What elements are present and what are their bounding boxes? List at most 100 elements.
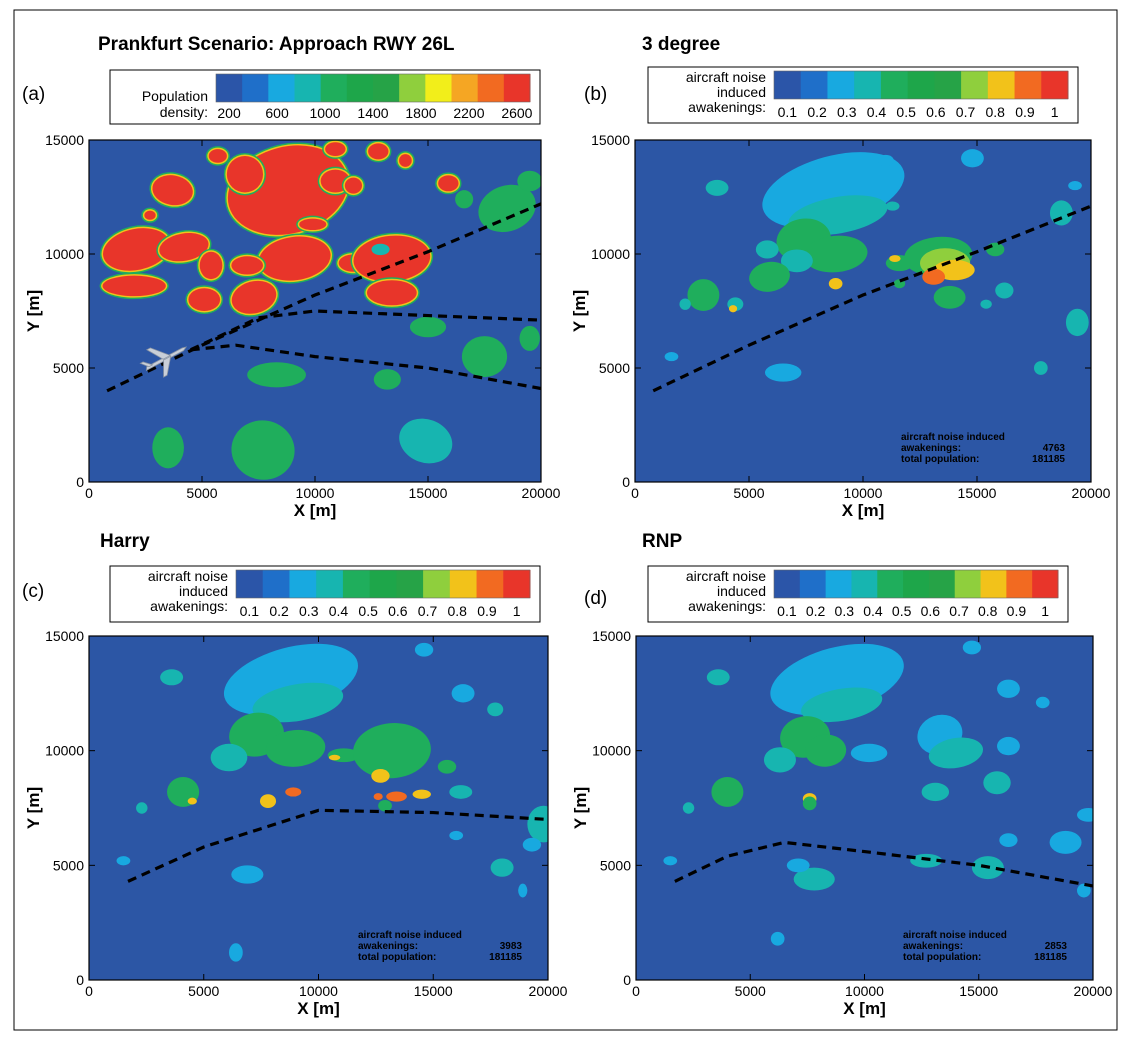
legend-swatch [373, 74, 400, 102]
legend-tick-label: 0.6 [926, 104, 946, 120]
contour-region [451, 684, 475, 703]
legend-swatch [242, 74, 269, 102]
legend-swatch [851, 570, 878, 598]
legend-tick-label: 1 [1041, 603, 1049, 619]
legend-swatch [907, 71, 935, 99]
legend-tick-label: 0.7 [418, 603, 438, 619]
legend-swatch [1014, 71, 1042, 99]
x-tick-label: 15000 [958, 485, 997, 501]
legend-swatch [799, 570, 827, 598]
legend-tick-label: 0.5 [892, 603, 912, 619]
contour-region [285, 787, 302, 797]
contour-region [805, 734, 847, 767]
panel-label: (d) [584, 588, 607, 609]
x-tick-label: 5000 [733, 485, 764, 501]
x-axis-label: X [m] [294, 501, 337, 520]
contour-regions [99, 140, 541, 480]
contour-region [210, 743, 248, 772]
contour-region [102, 275, 166, 297]
legend-tick-label: 0.5 [358, 603, 378, 619]
flight-path-1 [106, 202, 541, 393]
airplane-wing [145, 347, 172, 360]
legend-tick-label: 0.2 [269, 603, 289, 619]
legend-swatch [877, 570, 904, 598]
legend-swatch [1041, 71, 1069, 99]
panel-2: 0 5000 10000 15000 20000 0 5000 10000 15000 X [m]… [570, 34, 1111, 520]
legend-tick-label: 0.5 [896, 104, 916, 120]
y-axis-label: Y [m] [24, 787, 43, 829]
legend-title-line: induced [179, 583, 228, 599]
legend-tick-label: 0.8 [986, 104, 1006, 120]
legend-swatch [934, 71, 962, 99]
legend-tick-label: 0.7 [956, 104, 976, 120]
contour-region [962, 640, 982, 655]
contour-region [352, 723, 431, 779]
legend-swatch [268, 74, 295, 102]
legend-title-line: induced [717, 583, 766, 599]
legend-swatch [1032, 570, 1059, 598]
x-tick-label: 10000 [296, 485, 335, 501]
legend-tick-label: 1000 [309, 105, 340, 121]
contour-region [116, 856, 131, 866]
flight-path-1 [127, 808, 548, 883]
x-axis-label: X [m] [843, 999, 886, 1018]
contour-region [801, 687, 883, 723]
contour-region [449, 830, 464, 841]
x-tick-label: 15000 [414, 983, 453, 999]
contour-region [770, 931, 785, 946]
legend-swatch [987, 71, 1016, 99]
legend-swatch [320, 74, 348, 102]
legend-swatch [954, 570, 982, 598]
contour-region [187, 797, 197, 805]
legend-title-line: awakenings: [150, 598, 228, 614]
legend-swatch [399, 74, 426, 102]
legend-title-line: aircraft noise [686, 69, 766, 85]
contour-region [152, 427, 184, 469]
contour-region [518, 883, 528, 898]
contour-region [373, 369, 401, 390]
stats-line: total population: [903, 952, 981, 963]
contour-region [299, 218, 327, 231]
contour-region [850, 743, 888, 763]
contour-region [519, 325, 540, 351]
x-tick-label: 5000 [186, 485, 217, 501]
stats-line: awakenings: [901, 443, 961, 454]
contour-region [687, 279, 720, 312]
panel-label: (a) [22, 84, 45, 105]
contour-region [231, 420, 295, 480]
legend-swatch [451, 74, 479, 102]
legend-tick-label: 0.2 [807, 104, 827, 120]
contour-region [399, 154, 412, 167]
y-tick-label: 10000 [591, 246, 630, 262]
legend-title-line: awakenings: [688, 99, 766, 115]
legend-tick-label: 0.1 [240, 603, 260, 619]
flight-path-2 [190, 309, 541, 352]
legend-swatch [342, 570, 371, 598]
legend-tick-label: 0.9 [1007, 603, 1027, 619]
stats-value: 181185 [1032, 454, 1065, 465]
legend-swatch [476, 570, 504, 598]
x-tick-label: 15000 [959, 983, 998, 999]
contour-region [228, 943, 243, 962]
x-axis-label: X [m] [297, 999, 340, 1018]
legend-tick-label: 1 [513, 603, 521, 619]
contour-region [258, 236, 331, 281]
contour-regions [116, 642, 548, 962]
contour-region [999, 833, 1018, 847]
legend-swatch [216, 74, 243, 102]
y-tick-label: 10000 [45, 743, 84, 759]
contour-region [986, 242, 1005, 257]
airplane-wing [163, 355, 172, 378]
contour-region [728, 305, 738, 313]
contour-region [877, 154, 894, 167]
x-tick-label: 0 [632, 983, 640, 999]
contour-region [828, 277, 843, 290]
contour-region [144, 210, 156, 220]
legend-tick-label: 0.4 [863, 603, 883, 619]
y-tick-label: 10000 [592, 743, 631, 759]
contour-region [259, 794, 277, 808]
contour-region [995, 282, 1014, 299]
contour-region [208, 149, 227, 163]
